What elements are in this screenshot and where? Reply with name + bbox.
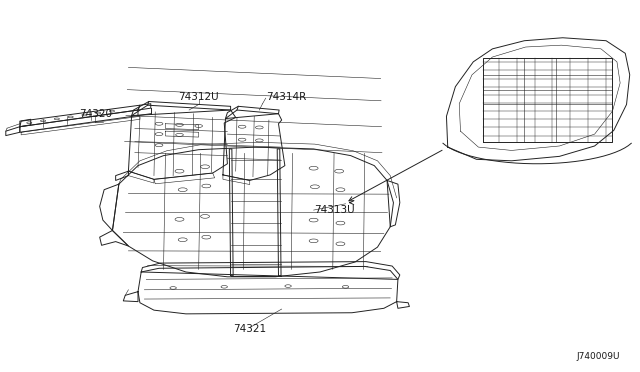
- Text: J740009U: J740009U: [577, 352, 620, 361]
- Text: 74313U: 74313U: [314, 205, 354, 215]
- Text: 74314R: 74314R: [266, 92, 306, 102]
- Text: 74312U: 74312U: [179, 92, 219, 102]
- Text: 74320: 74320: [79, 109, 112, 119]
- Text: 74321: 74321: [233, 324, 266, 334]
